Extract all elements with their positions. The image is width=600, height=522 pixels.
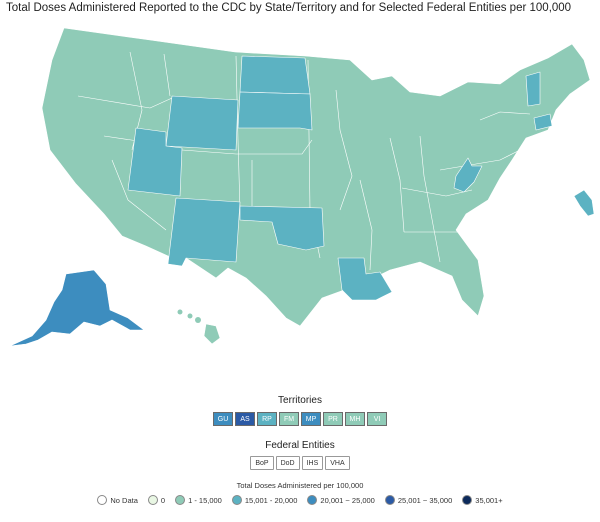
federal-entity-buttons: BoP DoD IHS VHA: [0, 456, 600, 470]
federal-entity-button-ihs[interactable]: IHS: [301, 456, 324, 470]
state-connecticut: [533, 113, 553, 131]
federal-entity-button-dod[interactable]: DoD: [275, 456, 300, 470]
legend-swatch-icon: [462, 495, 473, 505]
state-south-dakota: [237, 91, 313, 131]
legend-label: 20,001 ~ 25,000: [320, 495, 375, 505]
legend-swatch-icon: [97, 495, 108, 505]
legend-label: 0: [160, 495, 166, 505]
territory-button-pr[interactable]: PR: [323, 412, 343, 426]
territory-button-fm[interactable]: FM: [279, 412, 299, 426]
federal-entity-button-vha[interactable]: VHA: [325, 456, 350, 470]
state-new-mexico: [167, 197, 241, 267]
legend-swatch-icon: [175, 495, 186, 505]
legend-item[interactable]: 25,001 ~ 35,000: [384, 495, 453, 505]
legend-item[interactable]: 20,001 ~ 25,000: [307, 495, 375, 505]
territory-button-vi[interactable]: VI: [367, 412, 387, 426]
territories-heading: Territories: [278, 395, 322, 406]
territory-button-rp[interactable]: RP: [257, 412, 277, 426]
legend-item[interactable]: 0: [147, 495, 166, 505]
federal-entity-button-bop[interactable]: BoP: [250, 456, 274, 470]
state-base-contiguous: [41, 27, 591, 327]
legend: No Data 0 1 - 15,000 15,001 - 20,000 20,001 …: [0, 495, 600, 505]
state-oklahoma: [239, 205, 325, 251]
legend-swatch-icon: [147, 495, 158, 505]
territory-button-as[interactable]: AS: [235, 412, 255, 426]
legend-label: 15,001 - 20,000: [244, 495, 298, 505]
legend-label: No Data: [110, 495, 138, 505]
legend-item[interactable]: 35,001+: [462, 495, 503, 505]
legend-item[interactable]: 15,001 - 20,000: [231, 495, 298, 505]
legend-swatch-icon: [231, 495, 242, 505]
territory-button-mp[interactable]: MP: [301, 412, 321, 426]
territory-button-gu[interactable]: GU: [213, 412, 233, 426]
us-states-map: [9, 27, 595, 347]
legend-label: 1 - 15,000: [188, 495, 222, 505]
legend-swatch-icon: [384, 495, 395, 505]
state-utah: [127, 127, 183, 197]
territory-button-mh[interactable]: MH: [345, 412, 365, 426]
state-vermont: [525, 71, 541, 107]
state-wyoming: [165, 95, 239, 151]
state-north-dakota: [239, 55, 311, 95]
legend-item[interactable]: No Data: [97, 495, 138, 505]
territory-puerto-rico: [573, 189, 595, 217]
state-west-virginia: [453, 157, 483, 193]
state-louisiana: [337, 257, 393, 301]
legend-label: 25,001 ~ 35,000: [397, 495, 453, 505]
territories-buttons: GU AS RP FM MP PR MH VI: [0, 412, 600, 426]
legend-item[interactable]: 1 - 15,000: [175, 495, 222, 505]
legend-swatch-icon: [307, 495, 318, 505]
map-title: Total Doses Administered Reported to the…: [6, 2, 572, 14]
legend-label: 35,001+: [475, 495, 503, 505]
federal-entities-heading: Federal Entities: [265, 440, 335, 451]
state-hawaii: [177, 309, 221, 345]
state-alaska: [9, 269, 145, 347]
legend-title: Total Doses Administered per 100,000: [236, 481, 364, 490]
